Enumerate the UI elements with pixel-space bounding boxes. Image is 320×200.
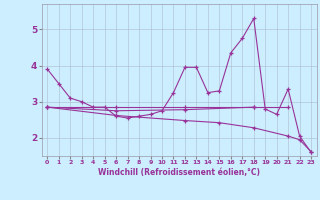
X-axis label: Windchill (Refroidissement éolien,°C): Windchill (Refroidissement éolien,°C): [98, 168, 260, 177]
